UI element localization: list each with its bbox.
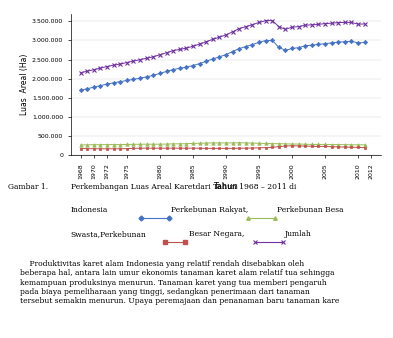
Y-axis label: Luas  Areal (Ha): Luas Areal (Ha) — [20, 54, 29, 115]
Text: Jumlah: Jumlah — [285, 230, 312, 238]
Text: Swasta,Perkebunan: Swasta,Perkebunan — [71, 230, 147, 238]
Text: Perkebunan Rakyat,: Perkebunan Rakyat, — [171, 206, 248, 214]
Text: Produktivitas karet alam Indonesia yang relatif rendah disebabkan oleh
beberapa : Produktivitas karet alam Indonesia yang … — [20, 260, 339, 305]
Text: Gambar 1.: Gambar 1. — [8, 183, 48, 191]
X-axis label: Tahun: Tahun — [213, 182, 239, 191]
Text: Perkembangan Luas Areal Karetdari Tahun 1968 – 2011 di: Perkembangan Luas Areal Karetdari Tahun … — [71, 183, 296, 191]
Text: Indonesia: Indonesia — [71, 206, 108, 214]
Text: Besar Negara,: Besar Negara, — [189, 230, 244, 238]
Text: Perkebunan Besa: Perkebunan Besa — [277, 206, 344, 214]
